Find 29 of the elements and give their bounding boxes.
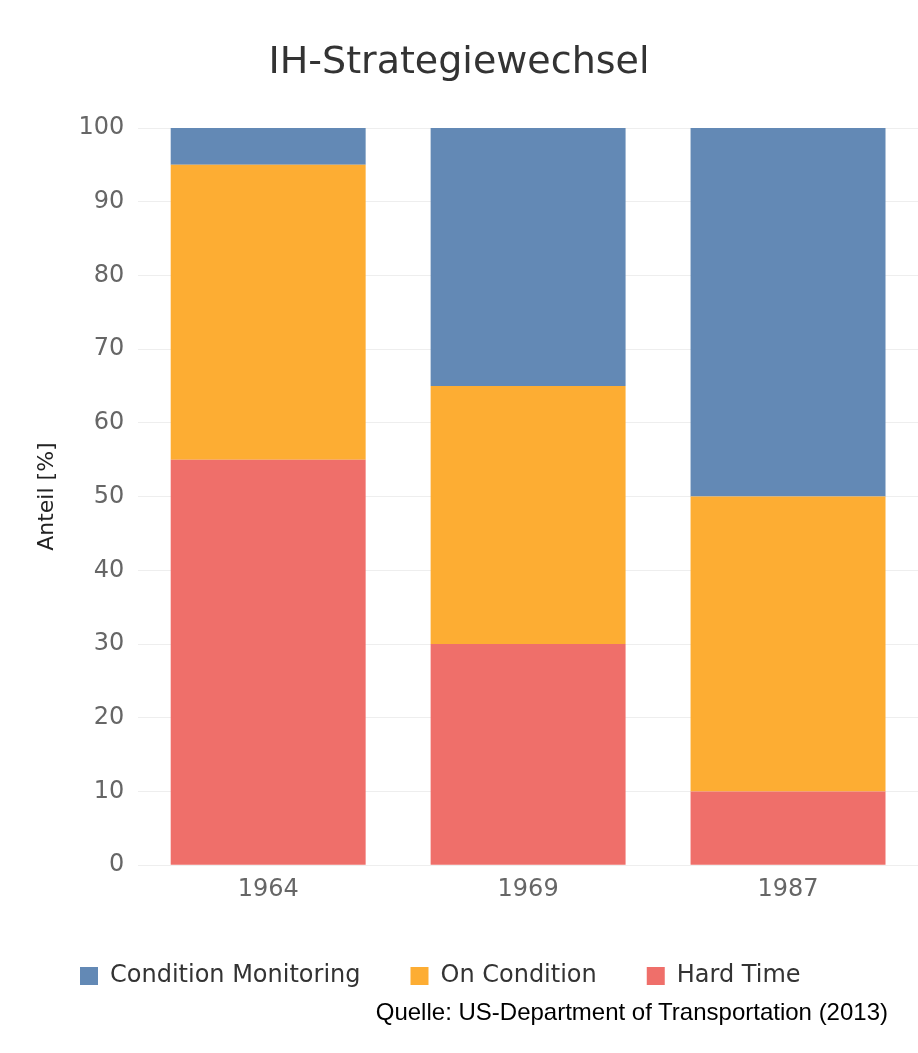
y-tick-label: 20: [93, 701, 125, 730]
legend-label: On Condition: [440, 960, 597, 989]
y-tick-label: 60: [93, 407, 125, 436]
y-tick-label: 30: [93, 628, 125, 657]
y-tick-label: 40: [93, 554, 125, 583]
y-tick-label: 50: [93, 480, 125, 509]
bar: [170, 128, 366, 165]
legend-label: Hard Time: [676, 960, 801, 989]
y-axis-title: Anteil [%]: [32, 442, 58, 551]
bar: [430, 386, 626, 645]
x-tick-label: 1964: [237, 873, 299, 902]
bar: [690, 791, 886, 865]
y-tick-label: 100: [78, 112, 125, 141]
y-tick-label: 0: [108, 849, 125, 878]
legend-label: Condition Monitoring: [110, 960, 361, 989]
x-tick-label: 1969: [497, 873, 559, 902]
bar: [690, 128, 886, 497]
source-note: Quelle: US-Department of Transportation (2013): [374, 998, 888, 1026]
bar: [430, 644, 626, 865]
bar: [170, 459, 366, 865]
x-tick-label: 1987: [757, 873, 819, 902]
chart-title: IH-Strategiewechsel: [267, 37, 651, 84]
y-tick-label: 80: [93, 259, 125, 288]
y-tick-label: 10: [93, 775, 125, 804]
bar: [690, 496, 886, 792]
bar: [170, 164, 366, 460]
y-tick-label: 90: [93, 185, 125, 214]
y-tick-label: 70: [93, 333, 125, 362]
bar: [430, 128, 626, 387]
